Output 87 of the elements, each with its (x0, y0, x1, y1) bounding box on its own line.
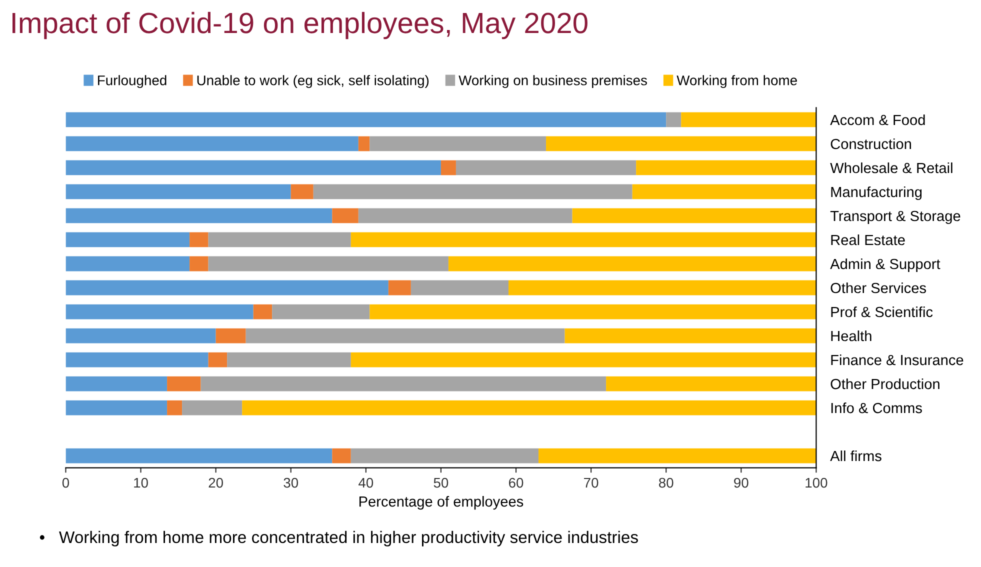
bar (350, 232, 816, 248)
bar (508, 280, 816, 296)
bar (448, 256, 816, 272)
bar (227, 352, 351, 368)
bar (66, 256, 190, 272)
y-tick-label: Prof & Scientific (831, 306, 933, 318)
y-tick-label: Wholesale & Retail (830, 162, 952, 174)
bar (66, 376, 168, 392)
bar (66, 112, 666, 128)
bar (66, 280, 388, 296)
bar (167, 376, 201, 392)
bar (350, 448, 539, 464)
bar (440, 160, 456, 176)
x-tick-label: 50 (434, 478, 448, 488)
chart-title: Impact of Covid-19 on employees, May 2020 (12, 12, 588, 40)
bar (66, 232, 190, 248)
bar (167, 400, 182, 416)
x-tick-label: 30 (284, 478, 298, 488)
bar (66, 400, 168, 416)
legend-label: Unable to work (eg sick, self isolating) (197, 75, 429, 88)
bar (572, 208, 816, 224)
bar (564, 328, 816, 344)
x-tick-label: 70 (584, 478, 598, 488)
bar (66, 304, 254, 320)
legend-label: Furloughed (98, 75, 166, 88)
x-axis-title: Percentage of employees (359, 496, 524, 510)
bar (253, 304, 272, 320)
legend-label: Working on business premises (458, 75, 647, 88)
bar (666, 112, 682, 128)
y-tick-label: Transport & Storage (830, 210, 960, 224)
x-tick-label: 80 (658, 478, 674, 488)
y-tick-label: Admin & Support (830, 258, 940, 272)
x-tick-label: 40 (358, 478, 374, 488)
y-tick-label: Construction (830, 138, 911, 150)
y-tick-label: Other Production (830, 378, 940, 390)
bar (606, 376, 816, 392)
bar (208, 352, 228, 368)
bar (246, 328, 565, 344)
bar (66, 352, 208, 368)
bar (332, 208, 358, 224)
bar (182, 400, 242, 416)
x-tick-label: 100 (806, 478, 828, 488)
y-tick-label: Real Estate (831, 234, 905, 246)
bar (66, 448, 332, 464)
bar (370, 136, 546, 152)
bar (546, 136, 816, 152)
bar (358, 136, 370, 152)
bar (332, 448, 351, 464)
y-tick-label: Health (831, 330, 872, 342)
bar (538, 448, 816, 464)
bar (190, 232, 208, 248)
bar (456, 160, 636, 176)
bar (313, 184, 632, 200)
bar (681, 112, 816, 128)
bar (66, 136, 358, 152)
bar (200, 376, 606, 392)
x-tick-label: 60 (508, 478, 524, 488)
bar (388, 280, 411, 296)
y-tick-label: Manufacturing (831, 186, 922, 200)
x-tick-label: 10 (134, 478, 148, 488)
text: • Working from home more concentrated in higher productivity service industries (40, 530, 638, 546)
bar (410, 280, 508, 296)
bar (190, 256, 208, 272)
bar (636, 160, 816, 176)
bar (290, 184, 314, 200)
bar (216, 328, 246, 344)
y-tick-label: Other Services (830, 282, 926, 294)
x-tick-label: 0 (62, 478, 70, 488)
bar (66, 328, 216, 344)
x-tick-label: 90 (734, 478, 748, 488)
x-tick-label: 20 (208, 478, 223, 488)
bar (208, 256, 448, 272)
legend-label: Working from home (676, 75, 797, 88)
bar (272, 304, 370, 320)
bar (350, 352, 816, 368)
bar (66, 160, 441, 176)
bar (208, 232, 351, 248)
bar (66, 208, 332, 224)
bar (358, 208, 572, 224)
y-tick-label: Info & Comms (831, 402, 922, 414)
bar (66, 184, 291, 200)
y-tick-label: All firms (830, 450, 882, 462)
y-tick-label: Accom & Food (830, 114, 925, 126)
bar (632, 184, 816, 200)
y-tick-label: Finance & Insurance (831, 354, 964, 366)
bar (242, 400, 816, 416)
bar (370, 304, 816, 320)
